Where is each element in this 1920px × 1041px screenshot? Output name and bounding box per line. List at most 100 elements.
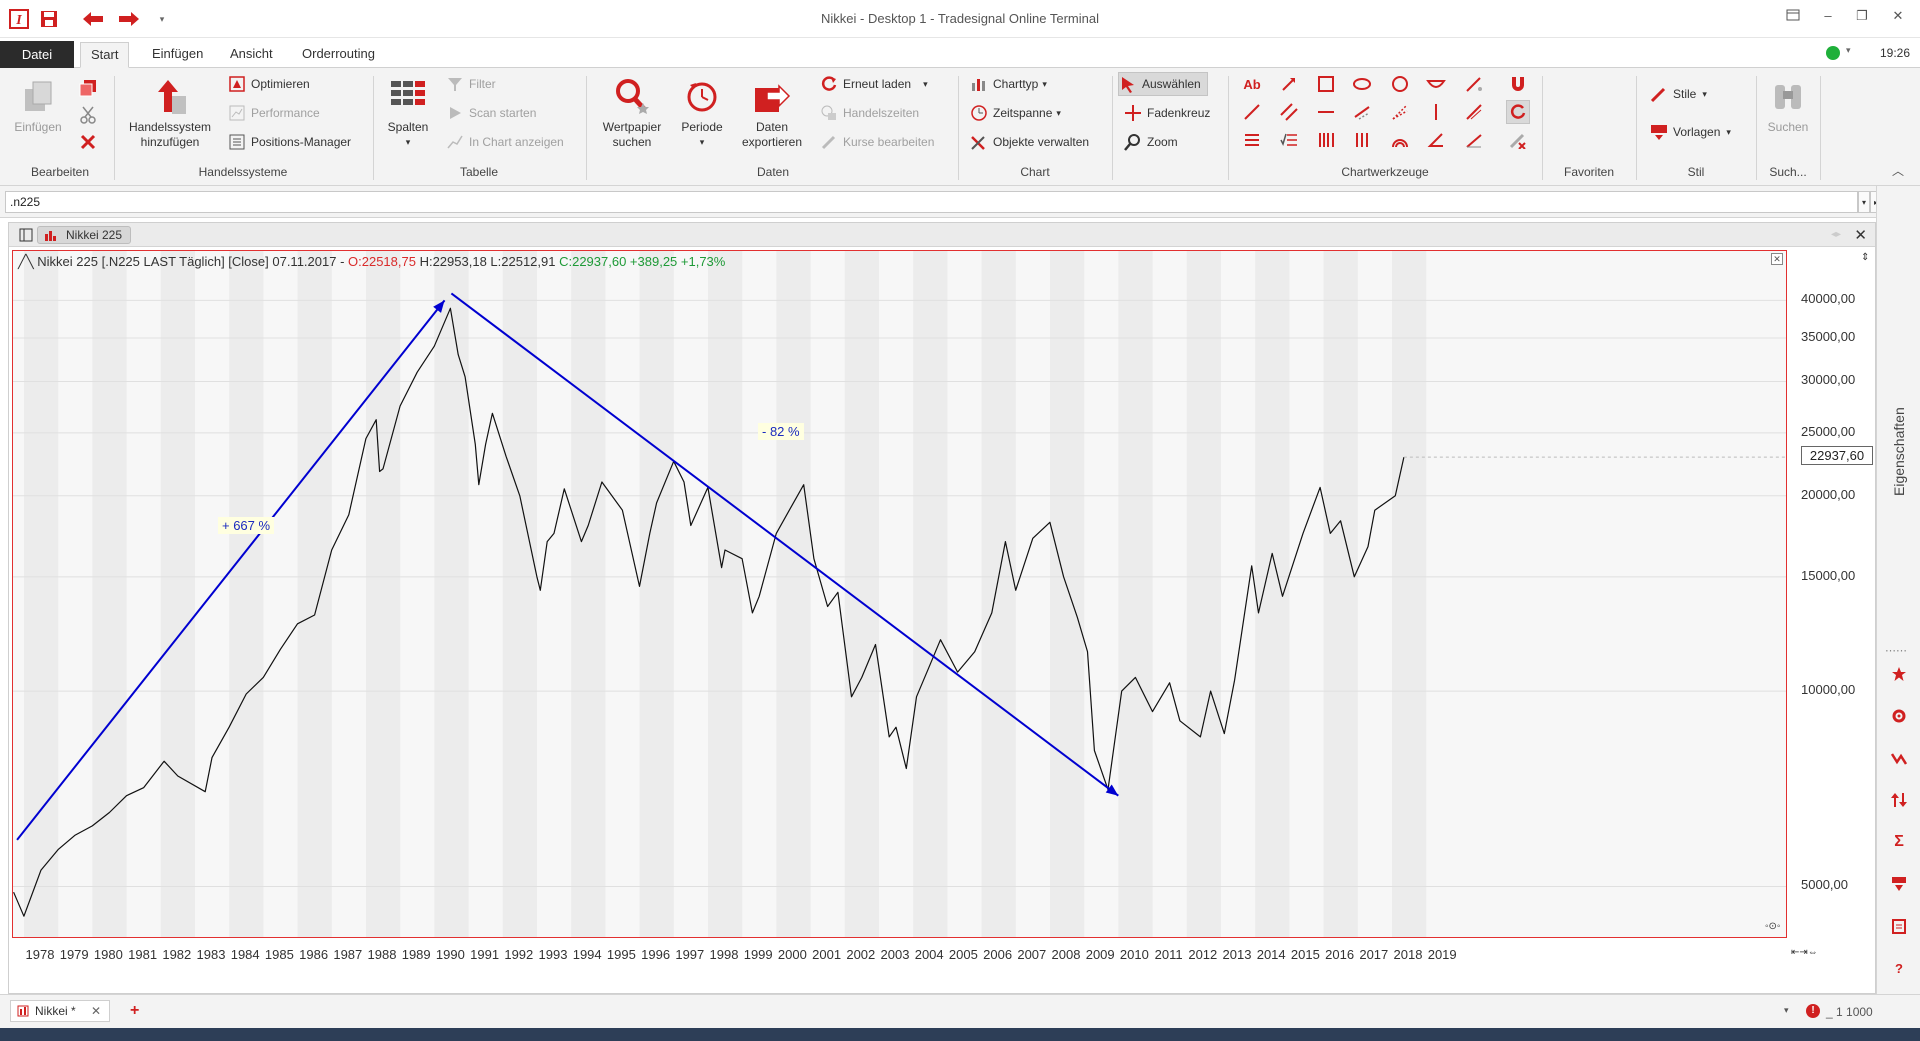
clipboard-icon[interactable] bbox=[1889, 916, 1909, 936]
indicator-icon[interactable] bbox=[1889, 748, 1909, 768]
cycle-lines-tool-icon[interactable] bbox=[1350, 128, 1374, 152]
channel-tool-icon[interactable] bbox=[1277, 100, 1301, 124]
symbol-input[interactable] bbox=[5, 191, 1858, 213]
select-mode-button[interactable]: Auswählen bbox=[1118, 72, 1208, 96]
horizontal-line-tool-icon[interactable] bbox=[1314, 100, 1338, 124]
speed-lines-tool-icon[interactable] bbox=[1462, 128, 1486, 152]
vertical-line-tool-icon[interactable] bbox=[1424, 100, 1448, 124]
trendline-tool-icon[interactable] bbox=[1240, 100, 1264, 124]
charttype-button[interactable]: Charttyp ▾ bbox=[970, 74, 1047, 94]
parallel-lines-tool-icon[interactable] bbox=[1240, 128, 1264, 152]
magnet-icon[interactable] bbox=[1506, 72, 1530, 96]
time-axis[interactable]: 1978 1979 1980 1981 1982 1983 1984 1985 1986 1987… bbox=[12, 939, 1787, 969]
scroll-handle-icon[interactable]: ◦⊙◦ bbox=[1765, 921, 1781, 932]
manage-objects-button[interactable]: Objekte verwalten bbox=[970, 132, 1089, 152]
maximize-icon[interactable]: ❐ bbox=[1856, 8, 1868, 23]
price-axis[interactable]: ⇕ 22937,60 40000,00 35000,00 30000,00 25000… bbox=[1791, 250, 1875, 938]
star-favorites-icon[interactable] bbox=[1889, 664, 1909, 684]
tab-einfuegen[interactable]: Einfügen bbox=[152, 46, 204, 61]
close-icon[interactable]: ✕ bbox=[1892, 8, 1904, 23]
search-button[interactable]: Suchen bbox=[1760, 76, 1816, 135]
ray-tool-icon[interactable] bbox=[1462, 72, 1486, 96]
rectangle-tool-icon[interactable] bbox=[1314, 72, 1338, 96]
trading-hours-button[interactable]: Handelszeiten bbox=[820, 103, 919, 123]
annotation-down[interactable]: - 82 % bbox=[758, 423, 804, 440]
status-dropdown-icon[interactable]: ▾ bbox=[1846, 45, 1851, 55]
angle-tool-icon[interactable] bbox=[1424, 128, 1448, 152]
crosshair-button[interactable]: Fadenkreuz bbox=[1124, 103, 1210, 123]
undo-arrow-icon[interactable] bbox=[80, 6, 106, 32]
columns-button[interactable]: Spalten ▾ bbox=[380, 76, 436, 150]
quick-access-dropdown-icon[interactable]: ▾ bbox=[159, 13, 165, 24]
delete-icon[interactable] bbox=[76, 130, 100, 154]
settings-gear-icon[interactable] bbox=[1889, 706, 1909, 726]
axis-scroll-icon[interactable]: ⇕ bbox=[1861, 252, 1870, 263]
ellipse-tool-icon[interactable] bbox=[1350, 72, 1374, 96]
gann-tool-icon[interactable] bbox=[1350, 100, 1374, 124]
alert-icon[interactable]: ! bbox=[1806, 1004, 1820, 1018]
scan-start-button[interactable]: Scan starten bbox=[446, 103, 536, 123]
export-data-button[interactable]: Daten exportieren bbox=[734, 76, 810, 150]
copy-icon[interactable] bbox=[76, 76, 100, 100]
connection-status-icon[interactable] bbox=[1826, 46, 1840, 60]
period-button[interactable]: Periode ▾ bbox=[672, 76, 732, 150]
performance-button[interactable]: Performance bbox=[228, 103, 320, 123]
text-tool-icon[interactable]: Ab bbox=[1243, 76, 1261, 92]
sort-arrows-icon[interactable] bbox=[1889, 790, 1909, 810]
timespan-button[interactable]: Zeitspanne ▾ bbox=[970, 103, 1061, 123]
save-icon[interactable] bbox=[36, 6, 62, 32]
chart-document-tab[interactable]: Nikkei 225 bbox=[37, 226, 132, 244]
tab-ansicht[interactable]: Ansicht bbox=[230, 46, 273, 61]
properties-panel-label[interactable]: Eigenschaften bbox=[1891, 407, 1907, 496]
arrow-tool-icon[interactable] bbox=[1277, 72, 1301, 96]
show-in-chart-button[interactable]: In Chart anzeigen bbox=[446, 132, 564, 152]
window-menu-icon[interactable] bbox=[19, 228, 33, 245]
optimize-button[interactable]: Optimieren bbox=[228, 74, 310, 94]
app-logo-icon[interactable]: I bbox=[6, 6, 32, 32]
edit-prices-button[interactable]: Kurse bearbeiten bbox=[820, 132, 934, 152]
download-icon[interactable] bbox=[1889, 874, 1909, 894]
time-axis-controls-icon[interactable]: ⇤⇥⇔ bbox=[1791, 947, 1818, 958]
symbol-dropdown-icon[interactable]: ▾ bbox=[1858, 191, 1870, 213]
search-security-button[interactable]: Wertpapier suchen bbox=[592, 76, 672, 150]
cut-icon[interactable] bbox=[76, 103, 100, 127]
erase-drawings-icon[interactable] bbox=[1506, 128, 1530, 152]
chart-window-header: Nikkei 225 ◂▸ ✕ bbox=[9, 223, 1875, 247]
panel-grip-icon[interactable]: ⋯⋯ bbox=[1885, 645, 1907, 657]
zoom-button[interactable]: Zoom bbox=[1124, 132, 1178, 152]
redo-arrow-icon[interactable] bbox=[116, 6, 142, 32]
add-tab-icon[interactable]: + bbox=[130, 1002, 140, 1019]
tab-start[interactable]: Start bbox=[80, 42, 130, 68]
bottom-tab-nikkei[interactable]: Nikkei * ✕ bbox=[10, 1000, 111, 1022]
reload-button[interactable]: Erneut laden ▾ bbox=[820, 74, 928, 94]
window-arrows-icon[interactable]: ◂▸ bbox=[1831, 229, 1842, 240]
time-zones-tool-icon[interactable] bbox=[1314, 128, 1338, 152]
arc-tool-icon[interactable] bbox=[1424, 72, 1448, 96]
templates-button[interactable]: Vorlagen ▾ bbox=[1650, 122, 1731, 142]
close-tab-icon[interactable]: ✕ bbox=[91, 1004, 102, 1018]
tab-datei[interactable]: Datei bbox=[0, 41, 74, 68]
styles-button[interactable]: Stile ▾ bbox=[1650, 84, 1707, 104]
price-series-line bbox=[13, 307, 1405, 917]
sigma-icon[interactable]: Σ bbox=[1894, 833, 1904, 850]
minimize-icon[interactable]: – bbox=[1824, 8, 1832, 23]
help-icon[interactable]: ? bbox=[1895, 960, 1903, 976]
positions-manager-button[interactable]: Positions-Manager bbox=[228, 132, 351, 152]
collapse-ribbon-icon[interactable]: ︿ bbox=[1892, 164, 1905, 178]
annotation-up[interactable]: + 667 % bbox=[218, 517, 275, 534]
circle-tool-icon[interactable] bbox=[1388, 72, 1412, 96]
chart-close-small-icon[interactable]: ✕ bbox=[1771, 253, 1783, 265]
fibonacci-arcs-tool-icon[interactable] bbox=[1388, 128, 1412, 152]
chart-close-icon[interactable]: ✕ bbox=[1854, 227, 1867, 244]
paste-button[interactable]: Einfügen bbox=[8, 76, 68, 135]
plot-area[interactable]: ╱╲ Nikkei 225 [.N225 LAST Täglich] [Clos… bbox=[12, 250, 1787, 938]
fibonacci-retracement-tool-icon[interactable] bbox=[1277, 128, 1301, 152]
add-trading-system-button[interactable]: Handelssystem hinzufügen bbox=[122, 76, 218, 150]
restore-panel-icon[interactable] bbox=[1779, 8, 1807, 30]
tab-orderrouting[interactable]: Orderrouting bbox=[302, 46, 375, 61]
snap-tool-icon[interactable] bbox=[1506, 100, 1530, 124]
filter-button[interactable]: Filter bbox=[446, 74, 496, 94]
fibonacci-fan-tool-icon[interactable] bbox=[1388, 100, 1412, 124]
pitchfork-tool-icon[interactable] bbox=[1462, 100, 1486, 124]
status-dropdown-arrow-icon[interactable]: ▾ bbox=[1784, 1005, 1789, 1015]
